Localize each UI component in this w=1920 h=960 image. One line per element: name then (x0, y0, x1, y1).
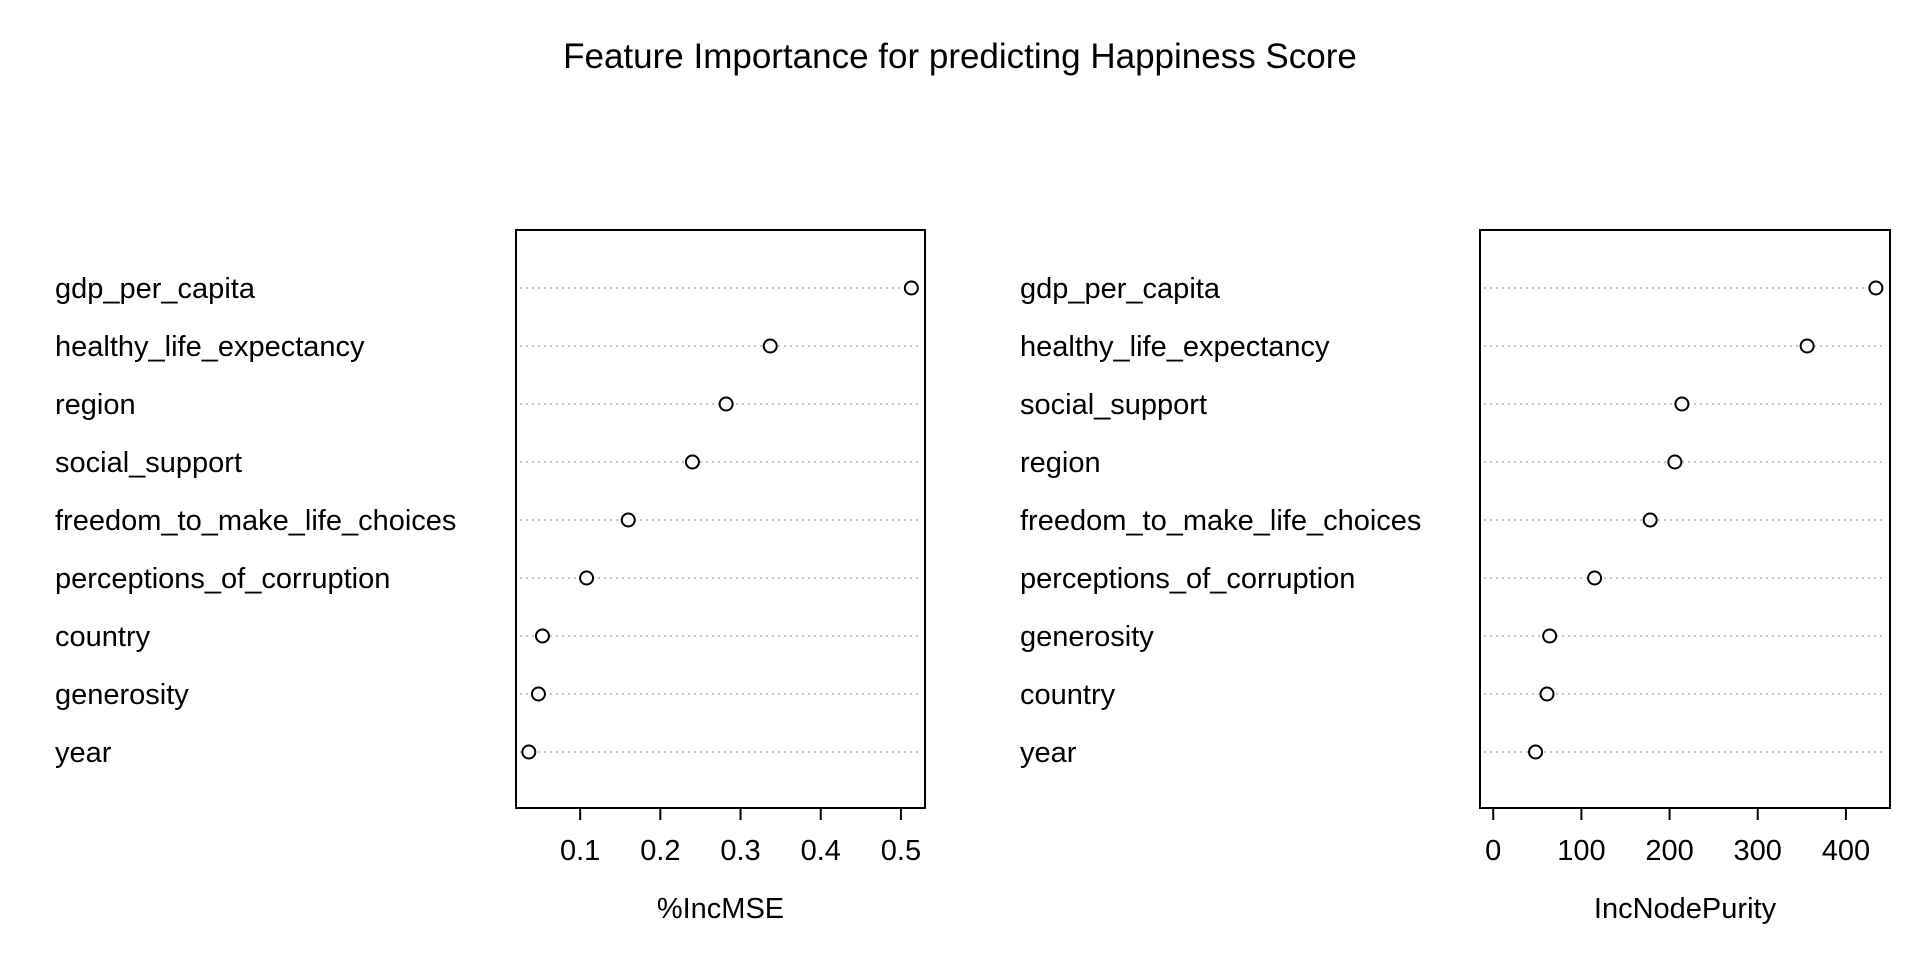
category-label: country (55, 621, 151, 653)
data-point (1539, 686, 1555, 702)
left-panel: gdp_per_capita healthy_life_expectancyreg… (55, 229, 926, 925)
data-point (1868, 280, 1884, 296)
x-tick-label: 300 (1734, 835, 1782, 867)
x-tick-label: 400 (1822, 835, 1870, 867)
data-point (1642, 512, 1658, 528)
x-tick-label: 100 (1557, 835, 1605, 867)
data-point (903, 280, 919, 296)
data-point (762, 338, 778, 354)
category-label: generosity (1020, 621, 1154, 653)
data-point (1674, 396, 1690, 412)
x-tick-label: 200 (1645, 835, 1693, 867)
data-point (1667, 454, 1683, 470)
x-tick-label: 0.4 (801, 835, 841, 867)
chart-title: Feature Importance for predicting Happin… (563, 37, 1357, 76)
data-point (1542, 628, 1558, 644)
x-tick-label: 0.2 (640, 835, 680, 867)
data-point (620, 512, 636, 528)
category-label: perceptions_of_corruption (1020, 563, 1355, 595)
data-point (1528, 744, 1544, 760)
category-label: gdp_per_capita (1020, 273, 1221, 305)
data-point (718, 396, 734, 412)
data-point (579, 570, 595, 586)
data-point (1799, 338, 1815, 354)
category-label: freedom_to_make_life_choices (1020, 505, 1421, 537)
x-axis-title: %IncMSE (657, 893, 784, 925)
category-label: social_support (1020, 389, 1207, 421)
data-point (521, 744, 537, 760)
x-tick-label: 0.1 (560, 835, 600, 867)
right-panel: gdp_per_capita healthy_life_expectancysoc… (1020, 229, 1891, 925)
category-label: social_support (55, 447, 242, 479)
data-point (534, 628, 550, 644)
category-label: year (55, 737, 112, 769)
plot-frame (515, 229, 926, 809)
x-tick-label: 0 (1485, 835, 1501, 867)
category-label: perceptions_of_corruption (55, 563, 390, 595)
category-label: country (1020, 679, 1116, 711)
category-label: healthy_life_expectancy (1020, 331, 1330, 363)
data-point (1587, 570, 1603, 586)
category-label: generosity (55, 679, 189, 711)
x-axis-title: IncNodePurity (1594, 893, 1777, 925)
x-tick-label: 0.3 (720, 835, 760, 867)
category-label: gdp_per_capita (55, 273, 256, 305)
category-label: region (55, 389, 136, 421)
data-point (530, 686, 546, 702)
x-tick-label: 0.5 (881, 835, 921, 867)
plot-frame (1479, 229, 1891, 809)
category-label: region (1020, 447, 1101, 479)
category-label: freedom_to_make_life_choices (55, 505, 456, 537)
category-label: healthy_life_expectancy (55, 331, 365, 363)
category-label: year (1020, 737, 1077, 769)
data-point (684, 454, 700, 470)
